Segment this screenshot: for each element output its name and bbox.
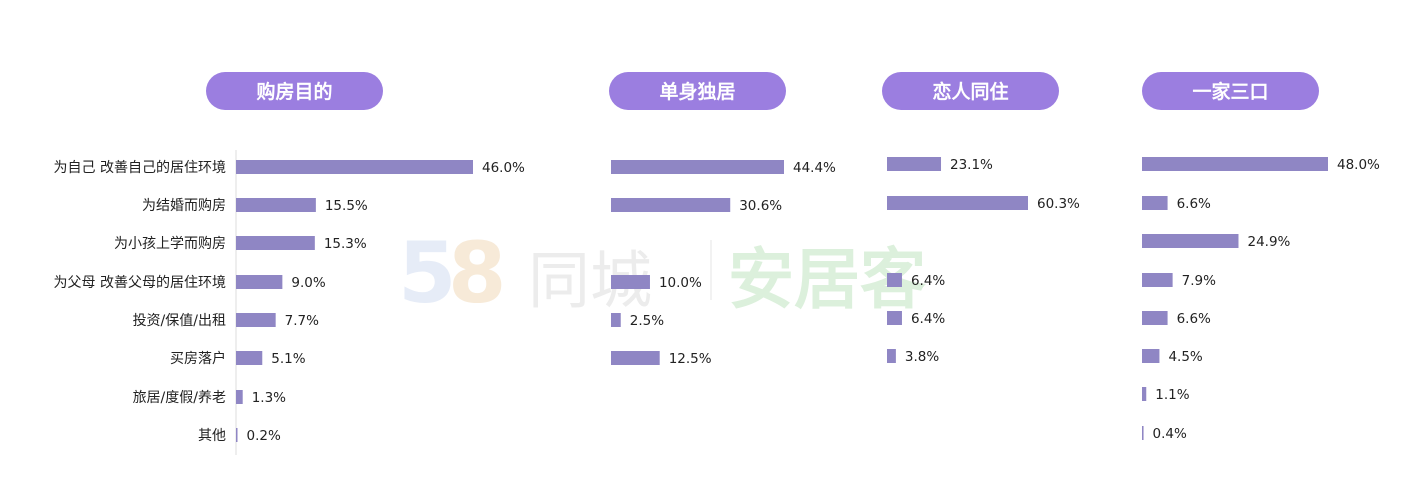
panel-header-pill bbox=[206, 72, 383, 110]
panel-header-pill bbox=[882, 72, 1059, 110]
watermark-digit-5: 5 bbox=[398, 224, 456, 322]
bar bbox=[236, 160, 473, 174]
value-label: 44.4% bbox=[793, 160, 836, 176]
category-label: 为结婚而购房 bbox=[142, 198, 226, 214]
bar bbox=[236, 198, 316, 212]
bar bbox=[1142, 426, 1144, 440]
bar bbox=[611, 160, 784, 174]
bar bbox=[1142, 311, 1168, 325]
value-label: 3.8% bbox=[905, 349, 939, 365]
panel-title: 购房目的 bbox=[256, 80, 332, 103]
category-label: 为自己 改善自己的居住环境 bbox=[54, 160, 226, 176]
category-label: 旅居/度假/养老 bbox=[133, 390, 226, 406]
bar bbox=[236, 313, 276, 327]
bar bbox=[611, 198, 731, 212]
chart-panel-4: 一家三口 48.0% 6.6% 24.9% 7.9% 6.6% 4.5% 1.1% 0.4% bbox=[1142, 72, 1380, 442]
bar bbox=[611, 351, 660, 365]
value-label: 6.6% bbox=[1177, 311, 1211, 327]
watermark: 5 8 同城 安居客 bbox=[398, 224, 926, 322]
value-label: 6.6% bbox=[1177, 196, 1211, 212]
value-label: 0.2% bbox=[247, 428, 281, 444]
bar bbox=[1142, 387, 1147, 401]
panel-title: 一家三口 bbox=[1192, 80, 1268, 103]
category-label: 为父母 改善父母的居住环境 bbox=[54, 275, 226, 291]
panel-header-pill bbox=[609, 72, 786, 110]
value-label: 1.3% bbox=[252, 390, 286, 406]
value-label: 30.6% bbox=[739, 198, 782, 214]
value-label: 1.1% bbox=[1155, 387, 1189, 403]
chart-panel-2: 单身独居 44.4% 30.6% 10.0% 2.5% 12.5% bbox=[609, 72, 836, 367]
bar bbox=[1142, 234, 1239, 248]
panel-title: 恋人同住 bbox=[932, 80, 1008, 103]
value-label: 23.1% bbox=[950, 157, 993, 173]
value-label: 46.0% bbox=[482, 160, 525, 176]
value-label: 15.5% bbox=[325, 198, 368, 214]
category-label: 投资/保值/出租 bbox=[133, 313, 226, 329]
panel-title: 单身独居 bbox=[659, 80, 735, 103]
value-label: 7.7% bbox=[285, 313, 319, 329]
bar bbox=[236, 236, 315, 250]
bar bbox=[887, 273, 902, 287]
value-label: 6.4% bbox=[911, 273, 945, 289]
value-label: 4.5% bbox=[1168, 349, 1202, 365]
bar bbox=[236, 390, 243, 404]
bar bbox=[1142, 157, 1328, 171]
bar bbox=[1142, 349, 1160, 363]
value-label: 12.5% bbox=[669, 351, 712, 367]
value-label: 15.3% bbox=[324, 236, 367, 252]
bar bbox=[611, 313, 621, 327]
value-label: 6.4% bbox=[911, 311, 945, 327]
bar bbox=[887, 349, 896, 363]
bar bbox=[611, 275, 650, 289]
value-label: 7.9% bbox=[1182, 273, 1216, 289]
bar bbox=[887, 157, 942, 171]
bar bbox=[236, 351, 263, 365]
category-label: 买房落户 bbox=[170, 350, 226, 367]
value-label: 5.1% bbox=[271, 351, 305, 367]
category-label: 其他 bbox=[198, 428, 226, 444]
chart-panel-3: 恋人同住 23.1% 60.3% 6.4% 6.4% 3.8% bbox=[882, 72, 1080, 365]
watermark-digit-8: 8 bbox=[448, 224, 506, 322]
value-label: 0.4% bbox=[1153, 426, 1187, 442]
value-label: 9.0% bbox=[291, 275, 325, 291]
bar bbox=[236, 428, 238, 442]
bar bbox=[236, 275, 283, 289]
bar bbox=[1142, 273, 1173, 287]
bar bbox=[1142, 196, 1168, 210]
bar bbox=[887, 311, 902, 325]
bar bbox=[887, 196, 1028, 210]
value-label: 48.0% bbox=[1337, 157, 1380, 173]
value-label: 60.3% bbox=[1037, 196, 1080, 212]
panel-header-pill bbox=[1142, 72, 1319, 110]
value-label: 2.5% bbox=[630, 313, 664, 329]
value-label: 24.9% bbox=[1247, 234, 1290, 250]
category-label: 为小孩上学而购房 bbox=[114, 236, 226, 252]
value-label: 10.0% bbox=[659, 275, 702, 291]
